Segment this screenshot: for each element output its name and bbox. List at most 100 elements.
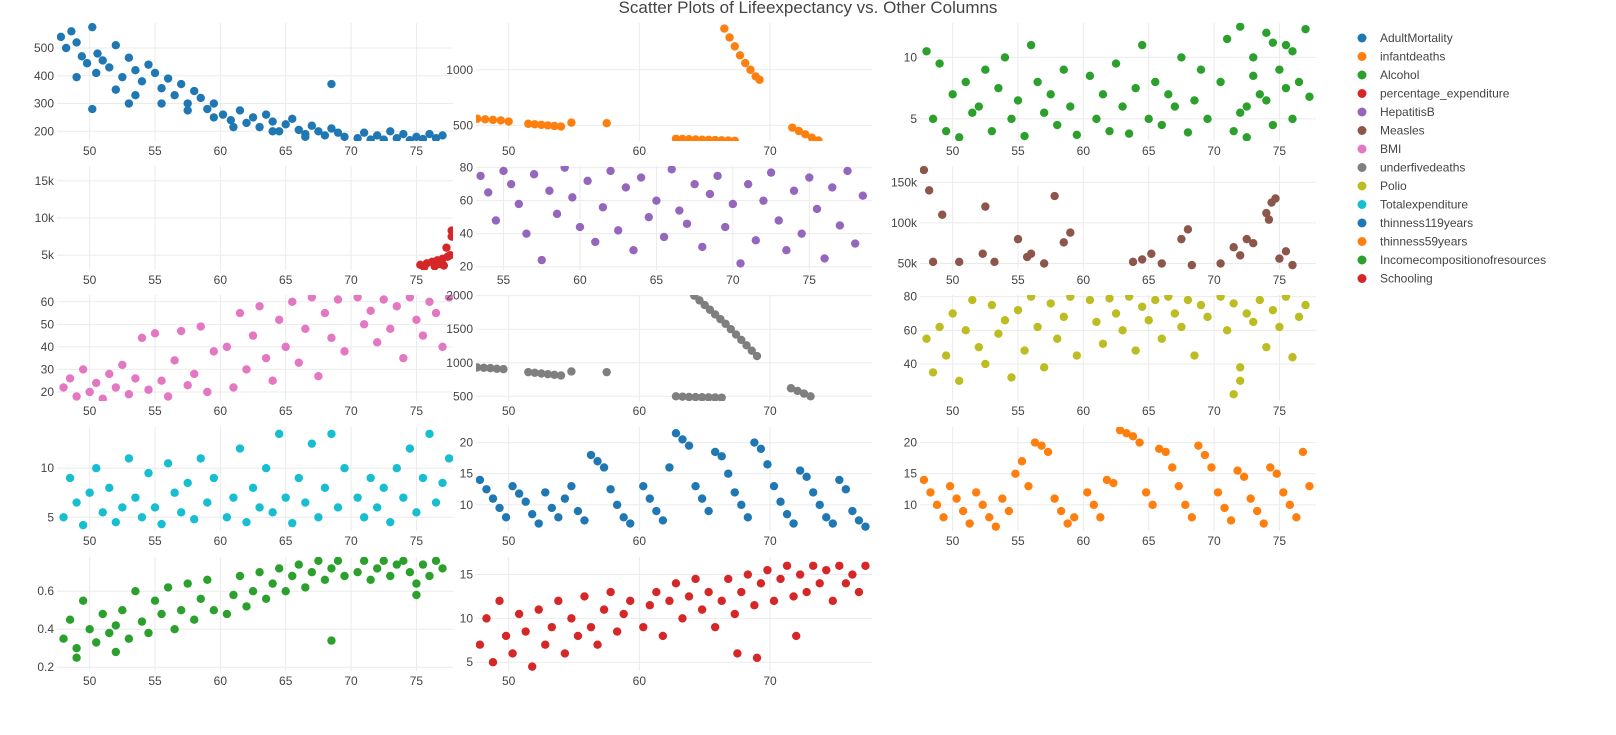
legend-item-thinness59years[interactable]: thinness59years: [1357, 235, 1468, 249]
subplot-polio: 50 55 60 65 70 75 40 60 80: [904, 290, 1316, 418]
legend-item-incomecompositionofresources[interactable]: Incomecompositionofresources: [1357, 253, 1547, 267]
data-point: [72, 498, 81, 507]
data-point: [1137, 255, 1147, 264]
data-point: [1122, 429, 1131, 438]
data-point: [1118, 326, 1127, 335]
data-point: [1092, 317, 1101, 327]
data-point: [724, 574, 733, 584]
points-polio: [922, 295, 1310, 399]
data-point: [948, 309, 957, 318]
data-point: [353, 493, 362, 502]
data-point: [496, 116, 506, 125]
data-point: [124, 454, 134, 463]
legend-marker: [1357, 218, 1367, 228]
data-point: [854, 587, 864, 597]
data-point: [724, 469, 733, 478]
data-point: [98, 609, 107, 619]
data-point: [77, 52, 87, 61]
data-point: [541, 488, 550, 497]
data-point: [144, 385, 153, 394]
data-point: [1272, 469, 1281, 478]
data-point: [176, 79, 186, 89]
data-point: [65, 473, 75, 483]
data-point: [320, 575, 330, 584]
data-point: [105, 483, 114, 493]
legend-marker: [1357, 144, 1367, 154]
data-point: [261, 353, 271, 363]
data-point: [1056, 506, 1066, 516]
data-point: [366, 473, 375, 483]
x-tick-label: 75: [1273, 144, 1287, 158]
data-point: [750, 601, 759, 610]
data-point: [752, 653, 762, 663]
legend-item-infantdeaths[interactable]: infantdeaths: [1357, 50, 1446, 64]
legend-item-adultmortality[interactable]: AdultMortality: [1357, 31, 1453, 45]
y-tick-label: 5: [466, 655, 473, 669]
legend-item-bmi[interactable]: BMI: [1357, 142, 1402, 156]
data-point: [1288, 353, 1297, 362]
data-point: [659, 232, 669, 242]
data-point: [1235, 376, 1245, 386]
y-tick-label: 100k: [891, 216, 918, 230]
legend-item-thinness119years[interactable]: thinness119years: [1357, 216, 1474, 230]
data-point: [1196, 65, 1206, 74]
data-point: [190, 369, 199, 379]
data-point: [1157, 259, 1166, 268]
data-point: [560, 166, 569, 172]
data-point: [124, 99, 134, 108]
legend-marker: [1357, 237, 1367, 246]
data-point: [737, 500, 746, 510]
data-point: [301, 583, 310, 592]
data-point: [547, 503, 557, 513]
legend-item-polio[interactable]: Polio: [1357, 179, 1408, 193]
data-point: [671, 392, 681, 401]
legend-marker: [1357, 200, 1367, 209]
data-point: [697, 494, 707, 503]
data-point: [1072, 130, 1082, 140]
data-point: [248, 483, 258, 493]
legend-marker: [1357, 163, 1367, 172]
data-point: [530, 368, 540, 378]
data-point: [268, 579, 277, 588]
data-point: [274, 564, 284, 573]
data-point: [1072, 351, 1082, 360]
data-point: [1294, 312, 1304, 322]
y-tick-label: 200: [34, 124, 54, 138]
legend-item-percentage-expenditure[interactable]: percentage_expenditure: [1357, 87, 1510, 101]
data-point: [717, 136, 726, 141]
data-point: [1164, 295, 1173, 301]
x-tick-label: 50: [83, 674, 97, 688]
data-point: [1111, 59, 1121, 68]
data-point: [1026, 40, 1036, 50]
data-point: [955, 376, 964, 386]
legend-item-schooling[interactable]: Schooling: [1357, 272, 1433, 286]
data-point: [190, 515, 199, 524]
data-point: [72, 653, 81, 662]
data-point: [802, 472, 811, 482]
data-point: [366, 575, 375, 584]
data-point: [105, 628, 114, 638]
data-point: [922, 334, 931, 343]
subplot-underfivedeaths: 50 60 70 500 1000 1500 2000: [446, 289, 872, 418]
data-point: [327, 636, 336, 645]
data-point: [658, 631, 668, 641]
data-point: [418, 560, 428, 569]
data-point: [644, 212, 653, 222]
data-point: [405, 295, 415, 302]
data-point: [776, 574, 785, 584]
data-point: [537, 120, 546, 130]
chart-title: Scatter Plots of Lifeexpectancy vs. Othe…: [619, 0, 998, 17]
y-tick-label: 10: [904, 50, 918, 64]
data-point: [190, 615, 199, 624]
data-point: [1294, 77, 1304, 87]
x-tick-label: 70: [763, 674, 777, 688]
legend-item-alcohol[interactable]: Alcohol: [1357, 68, 1420, 82]
data-point: [248, 113, 258, 122]
legend-item-underfivedeaths[interactable]: underfivedeaths: [1357, 161, 1466, 175]
legend-item-measles[interactable]: Measles: [1357, 124, 1425, 138]
legend-item-totalexpenditure[interactable]: Totalexpenditure: [1357, 198, 1469, 212]
legend-item-hepatitisb[interactable]: HepatitisB: [1357, 105, 1435, 119]
x-tick-label: 60: [633, 534, 647, 548]
data-point: [922, 47, 931, 56]
data-point: [222, 342, 232, 352]
